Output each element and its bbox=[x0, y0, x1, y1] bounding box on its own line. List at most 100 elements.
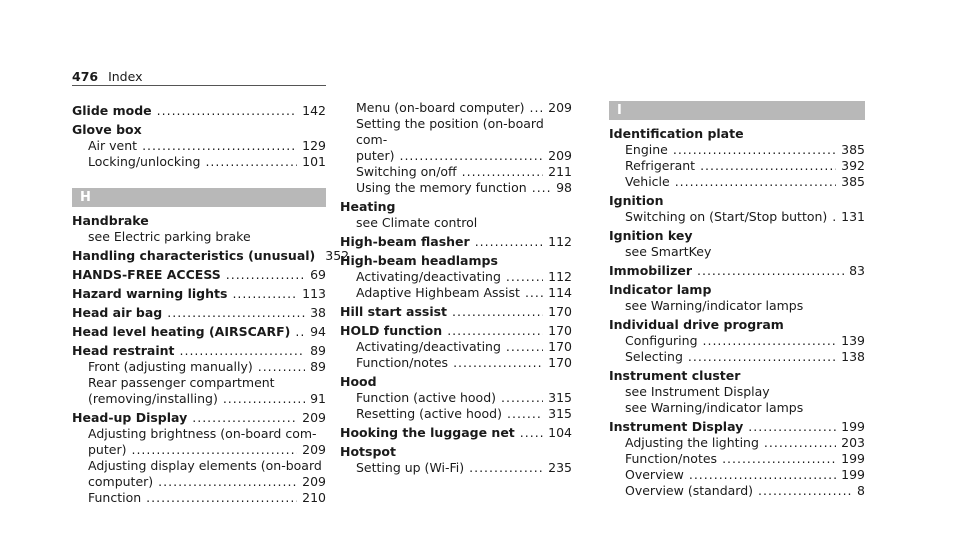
index-subentry[interactable]: Menu (on-board computer) 209 bbox=[340, 100, 572, 116]
dot-leader bbox=[764, 435, 836, 451]
dot-leader bbox=[295, 324, 305, 340]
page-header: 476 Index bbox=[72, 69, 143, 87]
entry-text: Instrument Display bbox=[609, 419, 744, 434]
index-subentry[interactable]: Function (active hood) 315 bbox=[340, 390, 572, 406]
index-subentry[interactable]: Function 210 bbox=[72, 490, 326, 506]
index-subentry[interactable]: Function/notes 199 bbox=[609, 451, 865, 467]
index-entry[interactable]: Hill start assist 170 bbox=[340, 304, 572, 320]
index-subentry[interactable]: computer) 209 bbox=[72, 474, 326, 490]
page-ref: 112 bbox=[548, 234, 572, 249]
index-subentry[interactable]: puter) 209 bbox=[72, 442, 326, 458]
page-ref: 209 bbox=[548, 100, 572, 115]
dot-leader bbox=[507, 406, 543, 422]
index-subentry[interactable]: Function/notes 170 bbox=[340, 355, 572, 371]
page-ref: 101 bbox=[302, 154, 326, 169]
dot-leader bbox=[532, 180, 551, 196]
page-ref: 170 bbox=[548, 323, 572, 338]
index-subentry[interactable]: Front (adjusting manually) 89 bbox=[72, 359, 326, 375]
see-reference[interactable]: see SmartKey bbox=[625, 244, 712, 259]
index-entry[interactable]: Instrument Display 199 bbox=[609, 419, 865, 435]
dot-leader bbox=[167, 305, 305, 321]
index-subentry[interactable]: puter) 209 bbox=[340, 148, 572, 164]
subentry-text: Overview (standard) bbox=[625, 483, 754, 498]
dot-leader bbox=[688, 349, 836, 365]
index-entry-heading: Individual drive program bbox=[609, 317, 784, 332]
subentry-line: Rear passenger compartment bbox=[88, 375, 275, 390]
see-reference[interactable]: see Climate control bbox=[356, 215, 478, 230]
page-number: 476 bbox=[72, 69, 99, 84]
index-subentry[interactable]: Switching on/off 211 bbox=[340, 164, 572, 180]
page-ref: 352 bbox=[325, 248, 350, 263]
page-ref: 38 bbox=[310, 305, 326, 320]
page-ref: 392 bbox=[841, 158, 865, 173]
see-reference[interactable]: see Electric parking brake bbox=[88, 229, 251, 244]
page-ref: 89 bbox=[310, 359, 326, 374]
subentry-text: Engine bbox=[625, 142, 668, 157]
index-entry-heading: Hood bbox=[340, 374, 377, 389]
index-subentry[interactable]: Configuring 139 bbox=[609, 333, 865, 349]
index-entry[interactable]: Hooking the luggage net 104 bbox=[340, 425, 572, 441]
index-subentry[interactable]: Activating/deactivating 170 bbox=[340, 339, 572, 355]
subentry-text: Front (adjusting manually) bbox=[88, 359, 253, 374]
subentry-line: Adjusting brightness (on-board com- bbox=[88, 426, 317, 441]
dot-leader bbox=[462, 164, 543, 180]
see-reference[interactable]: see Warning/indicator lamps bbox=[625, 298, 804, 313]
index-entry[interactable]: Head level heating (AIRSCARF) 94 bbox=[72, 324, 326, 340]
page-ref: 211 bbox=[548, 164, 572, 179]
index-entry[interactable]: Handling characteristics (unusual) 352 bbox=[72, 248, 349, 264]
subentry-line: Setting the position (on-board com- bbox=[356, 116, 544, 147]
index-entry[interactable]: Glide mode 142 bbox=[72, 103, 326, 119]
dot-leader bbox=[146, 490, 297, 506]
index-entry[interactable]: HANDS-FREE ACCESS 69 bbox=[72, 267, 326, 283]
index-entry[interactable]: Head restraint 89 bbox=[72, 343, 326, 359]
index-subentry[interactable]: Adjusting the lighting 203 bbox=[609, 435, 865, 451]
index-entry[interactable]: Immobilizer 83 bbox=[609, 263, 865, 279]
page-ref: 129 bbox=[302, 138, 326, 153]
index-entry[interactable]: Hazard warning lights 113 bbox=[72, 286, 326, 302]
index-entry-heading: High-beam headlamps bbox=[340, 253, 498, 268]
index-subentry[interactable]: Overview 199 bbox=[609, 467, 865, 483]
dot-leader bbox=[520, 425, 543, 441]
index-entry[interactable]: High-beam flasher 112 bbox=[340, 234, 572, 250]
page-ref: 209 bbox=[302, 410, 326, 425]
index-subentry[interactable]: Locking/unlocking 101 bbox=[72, 154, 326, 170]
index-entry[interactable]: Head-up Display 209 bbox=[72, 410, 326, 426]
dot-leader bbox=[226, 267, 305, 283]
dot-leader bbox=[673, 142, 836, 158]
index-subentry[interactable]: Air vent 129 bbox=[72, 138, 326, 154]
index-subentry[interactable]: (removing/installing) 91 bbox=[72, 391, 326, 407]
index-entry[interactable]: Head air bag 38 bbox=[72, 305, 326, 321]
entry-text: Glide mode bbox=[72, 103, 152, 118]
index-subentry[interactable]: Activating/deactivating 112 bbox=[340, 269, 572, 285]
subentry-text: Using the memory function bbox=[356, 180, 527, 195]
dot-leader bbox=[748, 419, 836, 435]
dot-leader bbox=[131, 442, 297, 458]
index-entry[interactable]: HOLD function 170 bbox=[340, 323, 572, 339]
index-subentry[interactable]: Using the memory function 98 bbox=[340, 180, 572, 196]
page-ref: 131 bbox=[841, 209, 865, 224]
page-ref: 89 bbox=[310, 343, 326, 358]
index-subentry[interactable]: Adaptive Highbeam Assist 114 bbox=[340, 285, 572, 301]
index-entry-heading: Indicator lamp bbox=[609, 282, 712, 297]
dot-leader bbox=[258, 359, 305, 375]
index-subentry[interactable]: Setting up (Wi-Fi) 235 bbox=[340, 460, 572, 476]
see-reference[interactable]: see Warning/indicator lamps bbox=[625, 400, 804, 415]
subentry-text: Function/notes bbox=[625, 451, 718, 466]
subentry-text: Function/notes bbox=[356, 355, 449, 370]
page-ref: 199 bbox=[841, 419, 865, 434]
index-subentry[interactable]: Resetting (active hood) 315 bbox=[340, 406, 572, 422]
page-ref: 315 bbox=[548, 406, 572, 421]
index-subentry[interactable]: Overview (standard) 8 bbox=[609, 483, 865, 499]
page-ref: 199 bbox=[841, 451, 865, 466]
index-subentry[interactable]: Selecting 138 bbox=[609, 349, 865, 365]
index-subentry[interactable]: Engine 385 bbox=[609, 142, 865, 158]
index-subentry[interactable]: Refrigerant 392 bbox=[609, 158, 865, 174]
page-ref: 385 bbox=[841, 142, 865, 157]
page-ref: 8 bbox=[857, 483, 865, 498]
page-ref: 385 bbox=[841, 174, 865, 189]
entry-text: Hill start assist bbox=[340, 304, 448, 319]
index-entry-heading: Heating bbox=[340, 199, 396, 214]
see-reference[interactable]: see Instrument Display bbox=[625, 384, 770, 399]
index-subentry[interactable]: Vehicle 385 bbox=[609, 174, 865, 190]
index-subentry[interactable]: Switching on (Start/Stop button) 131 bbox=[609, 209, 865, 225]
